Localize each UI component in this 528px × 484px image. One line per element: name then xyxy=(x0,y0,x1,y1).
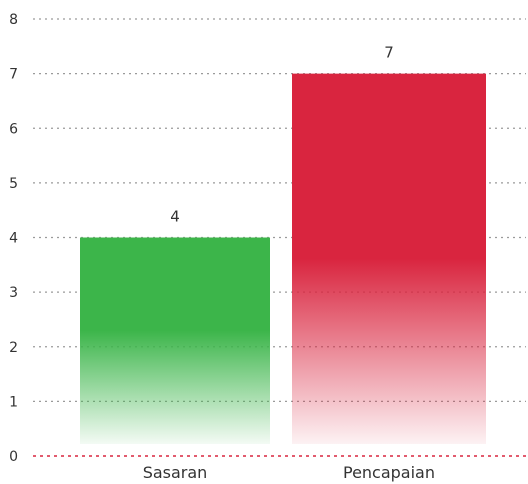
y-tick-label: 1 xyxy=(9,394,18,410)
y-tick-label: 7 xyxy=(9,67,18,83)
data-label: 7 xyxy=(384,44,394,62)
y-tick-label: 6 xyxy=(9,121,18,137)
x-axis-labels: Sasaran Pencapaian xyxy=(143,463,435,482)
y-tick-label: 2 xyxy=(9,340,18,356)
x-tick-label: Sasaran xyxy=(143,463,208,482)
y-tick-label: 5 xyxy=(9,176,18,192)
x-tick-label: Pencapaian xyxy=(343,463,435,482)
bars xyxy=(80,73,486,444)
y-tick-label: 8 xyxy=(9,12,18,28)
bar-sasaran xyxy=(80,237,270,444)
y-tick-label: 4 xyxy=(9,231,18,247)
gridlines xyxy=(33,18,526,457)
data-labels: 47 xyxy=(170,44,394,226)
y-tick-label: 0 xyxy=(9,449,18,465)
data-label: 4 xyxy=(170,208,180,226)
bar-pencapaian xyxy=(292,73,486,444)
y-axis-ticks: 0 1 2 3 4 5 6 7 8 xyxy=(9,12,18,465)
y-tick-label: 3 xyxy=(9,285,18,301)
